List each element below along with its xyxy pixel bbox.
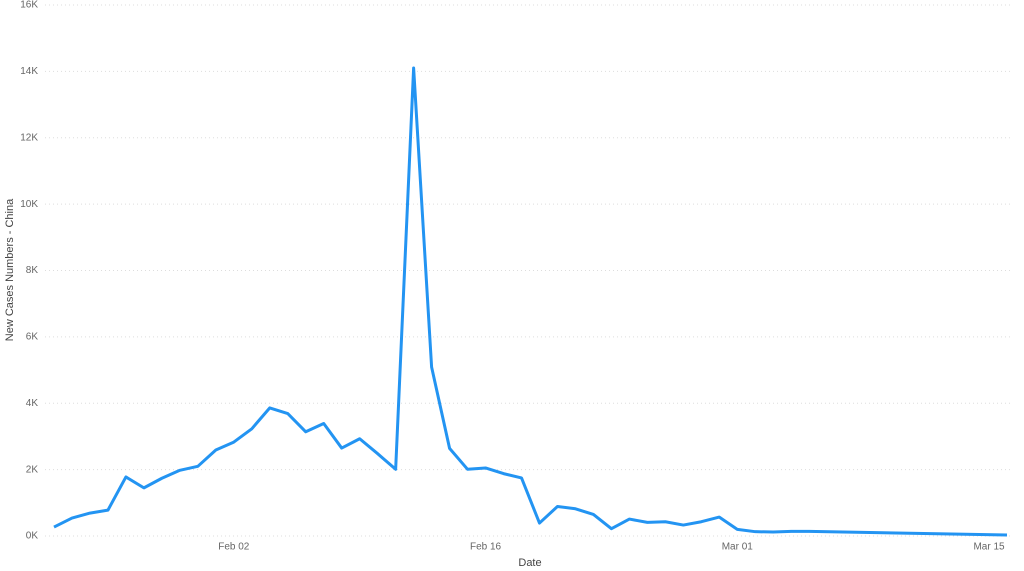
- y-tick-label: 16K: [20, 0, 38, 11]
- y-tick-label: 4K: [26, 398, 39, 409]
- y-tick-label: 6K: [26, 332, 39, 343]
- y-tick-label: 12K: [20, 132, 38, 143]
- y-tick-label: 0K: [26, 531, 39, 542]
- x-tick-label: Feb 02: [218, 542, 250, 553]
- y-tick-label: 2K: [26, 464, 39, 475]
- x-tick-label: Mar 15: [973, 542, 1005, 553]
- y-tick-label: 14K: [20, 66, 38, 77]
- y-axis-title: New Cases Numbers - China: [4, 198, 16, 341]
- x-tick-label: Mar 01: [722, 542, 754, 553]
- y-tick-label: 10K: [20, 199, 38, 210]
- x-tick-label: Feb 16: [470, 542, 502, 553]
- y-tick-label: 8K: [26, 265, 39, 276]
- data-line: [53, 66, 1008, 537]
- x-axis-title: Date: [518, 557, 541, 569]
